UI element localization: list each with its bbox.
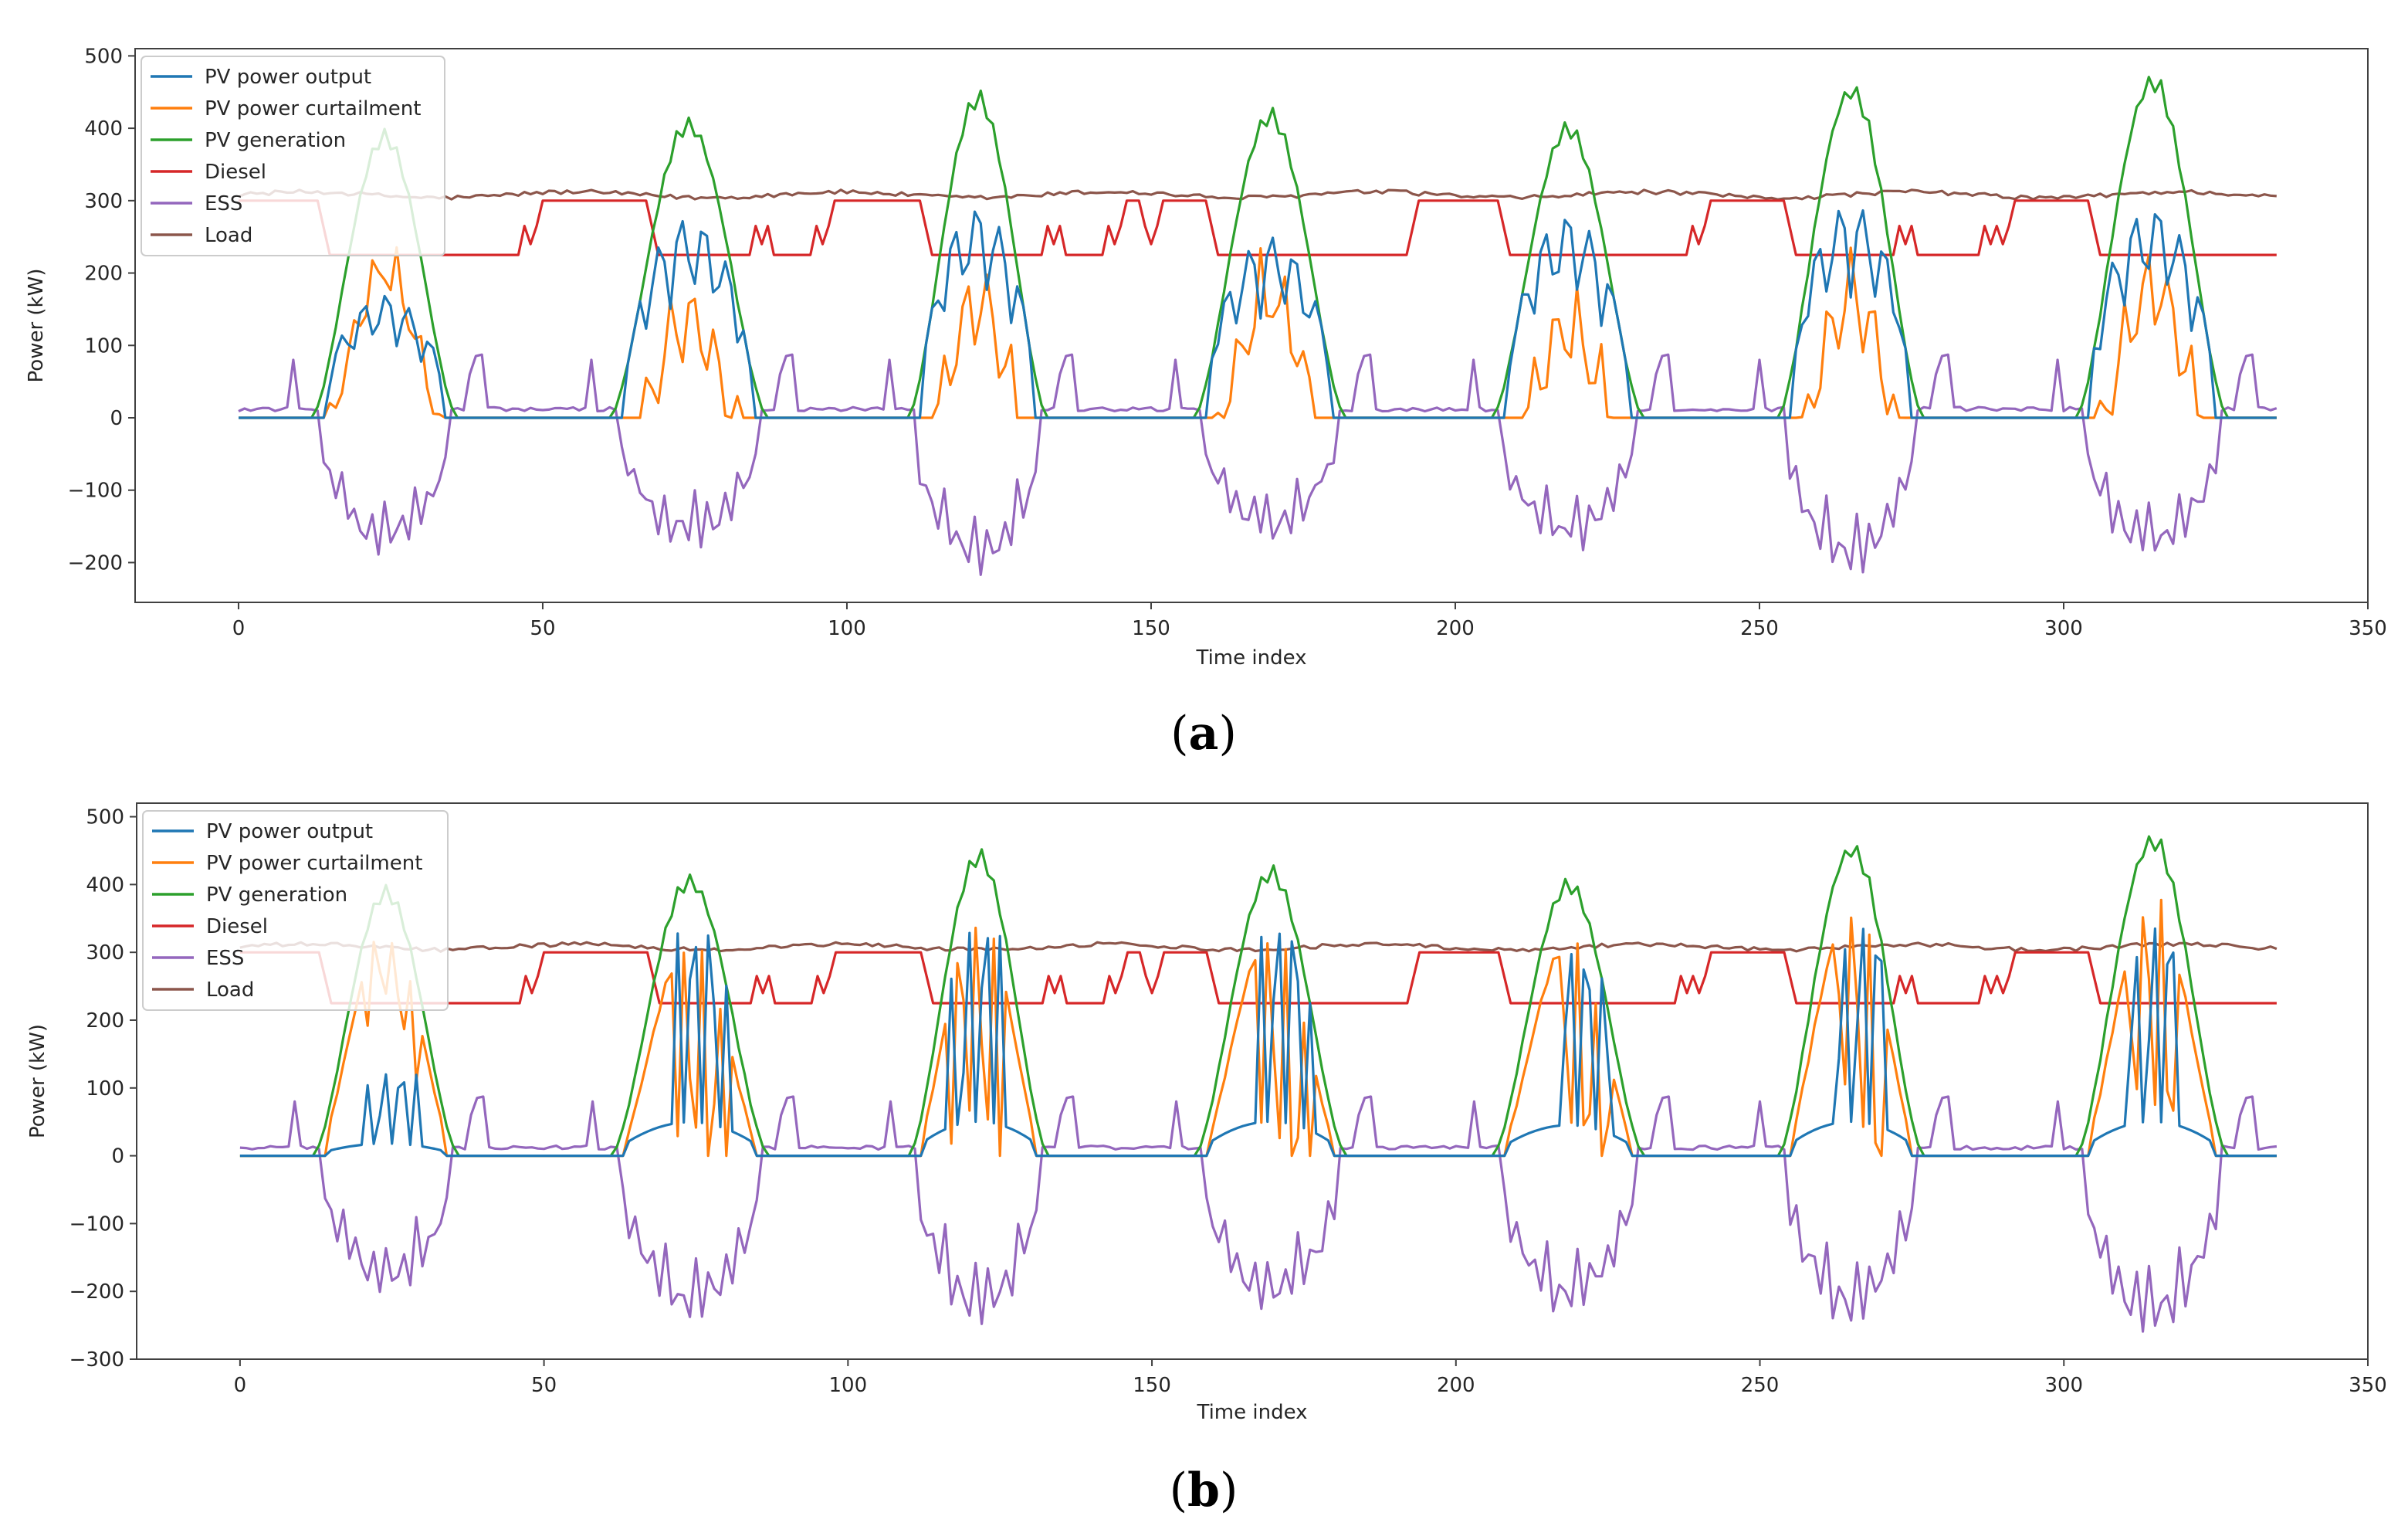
chart-a: 0 50 100 150 200 250 300 350 −200 −100 0 100 200 300 4… (25, 45, 2387, 761)
x-tick-label: 100 (829, 1374, 868, 1397)
series-group (239, 835, 2278, 1333)
x-tick-label: 350 (2349, 617, 2387, 640)
panel-caption: (b) (1170, 1463, 1238, 1518)
y-tick-label: 300 (84, 190, 123, 213)
x-tick-label: 350 (2349, 1374, 2387, 1397)
y-tick-label: 100 (86, 1077, 124, 1100)
plot-area (136, 802, 2369, 1360)
series-line-diesel (239, 199, 2277, 256)
legend-box (142, 810, 449, 1011)
legend-label: Diesel (205, 161, 266, 184)
legend-box (141, 56, 445, 256)
x-tick-label: 50 (530, 617, 555, 640)
series-line-load (238, 188, 2277, 201)
legend-label: ESS (205, 192, 242, 215)
x-tick-label: 300 (2044, 1374, 2083, 1397)
y-tick-label: 500 (84, 45, 123, 68)
series-group (238, 76, 2278, 576)
legend-label: Load (206, 978, 254, 1002)
plot-area (134, 48, 2369, 603)
x-tick-label: 250 (1741, 1374, 1780, 1397)
y-tick-label: −200 (68, 551, 123, 575)
x-tick-label: 0 (234, 1374, 247, 1397)
x-tick-label: 300 (2044, 617, 2083, 640)
series-line-ess (238, 353, 2278, 576)
legend-label: ESS (206, 947, 244, 970)
legend-label: PV power curtailment (205, 97, 421, 120)
x-tick-label: 0 (232, 617, 246, 640)
y-axis-label: Power (kW) (26, 1024, 49, 1138)
y-axis-label: Power (kW) (25, 269, 48, 383)
x-tick-label: 200 (1436, 617, 1475, 640)
x-axis-label: Time index (1195, 646, 1306, 670)
legend-label: PV power curtailment (206, 852, 422, 875)
x-axis-label: Time index (1196, 1401, 1307, 1424)
x-tick-label: 100 (828, 617, 866, 640)
y-tick-label: 400 (86, 873, 124, 897)
y-tick-label: 300 (86, 941, 124, 965)
x-tick-label: 150 (1133, 1374, 1171, 1397)
y-tick-label: −300 (69, 1348, 124, 1372)
legend-label: PV generation (206, 883, 347, 907)
chart-b: 0 50 100 150 200 250 300 350 −300 −200 −100 0 100 200… (26, 802, 2387, 1518)
y-tick-label: −200 (69, 1280, 124, 1304)
y-tick-label: 0 (111, 1145, 124, 1168)
legend-label: Diesel (206, 915, 268, 938)
y-tick-label: 0 (110, 407, 123, 430)
series-line-ess (239, 1095, 2278, 1333)
y-tick-label: −100 (69, 1212, 124, 1236)
y-tick-label: 400 (84, 117, 123, 141)
legend: PV power output PV power curtailment PV ge… (141, 56, 445, 256)
x-tick-label: 200 (1437, 1374, 1475, 1397)
x-tick-label: 50 (531, 1374, 557, 1397)
x-tick-label: 150 (1132, 617, 1170, 640)
y-tick-label: 100 (84, 334, 123, 358)
y-tick-label: 200 (86, 1009, 124, 1033)
x-tick-label: 250 (1740, 617, 1779, 640)
y-tick-label: 200 (84, 263, 123, 286)
legend-label: PV power output (205, 66, 371, 89)
legend-label: Load (205, 224, 252, 247)
y-tick-label: 500 (86, 806, 124, 829)
series-line-pv-power-output (239, 209, 2277, 419)
legend: PV power output PV power curtailment PV ge… (142, 810, 449, 1011)
legend-label: PV power output (206, 820, 373, 843)
legend-label: PV generation (205, 129, 346, 152)
series-line-pv-power-output (239, 927, 2277, 1158)
y-tick-label: −100 (68, 480, 123, 503)
panel-caption: (a) (1170, 707, 1237, 761)
series-line-load (239, 941, 2278, 953)
